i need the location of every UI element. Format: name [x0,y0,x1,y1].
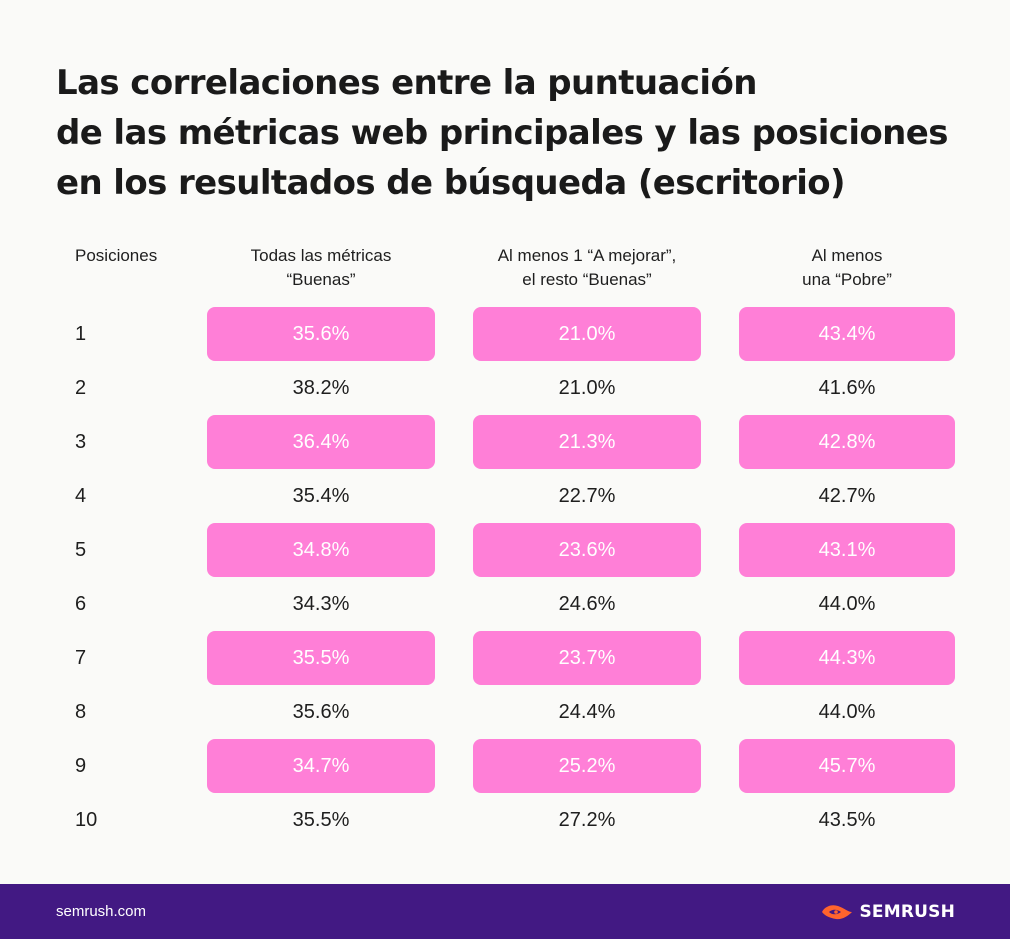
position-label: 9 [75,755,87,777]
value-cell: 24.4% [558,701,616,723]
column-header-positions: Posiciones [75,244,157,268]
value-cell: 34.8% [207,523,435,577]
value-cell: 34.3% [292,593,350,615]
column-header-needs-improvement: Al menos 1 “A mejorar”, el resto “Buenas… [473,244,701,292]
value-cell: 25.2% [473,739,701,793]
column-header-all-good: Todas las métricas “Buenas” [207,244,435,292]
column-header-needs-improvement-line-2: el resto “Buenas” [522,270,652,289]
value-cell: 35.5% [292,809,350,831]
semrush-logo: SEMRUSH [821,884,955,939]
chart-title-line-2: de las métricas web principales y las po… [56,113,948,153]
chart-title: Las correlaciones entre la puntuación de… [56,58,976,208]
position-label: 8 [75,701,87,723]
value-cell: 42.8% [739,415,955,469]
column-header-poor-line-2: una “Pobre” [802,270,892,289]
value-cell: 43.1% [739,523,955,577]
value-cell: 34.7% [207,739,435,793]
position-label: 10 [75,809,98,831]
value-cell: 38.2% [292,377,350,399]
value-cell: 23.7% [473,631,701,685]
footer-url[interactable]: semrush.com [56,903,147,920]
column-header-all-good-line-2: “Buenas” [286,270,356,289]
value-cell: 24.6% [558,593,616,615]
value-cell: 36.4% [207,415,435,469]
correlation-table: Posiciones Todas las métricas “Buenas” A… [75,244,955,831]
value-cell: 35.6% [292,701,350,723]
semrush-flame-icon [822,904,853,919]
value-cell: 21.0% [473,307,701,361]
value-cell: 43.5% [818,809,876,831]
position-label: 2 [75,377,87,399]
value-cell: 35.4% [292,485,350,507]
column-header-poor-line-1: Al menos [811,246,883,265]
brand-name: SEMRUSH [859,901,955,922]
value-cell: 45.7% [739,739,955,793]
value-cell: 41.6% [818,377,876,399]
position-label: 3 [75,431,87,453]
chart-title-line-1: Las correlaciones entre la puntuación [56,63,757,103]
value-cell: 44.3% [739,631,955,685]
value-cell: 22.7% [558,485,616,507]
chart-title-line-3: en los resultados de búsqueda (escritori… [56,163,846,203]
column-header-all-good-line-1: Todas las métricas [250,246,392,265]
position-label: 4 [75,485,87,507]
value-cell: 21.3% [473,415,701,469]
value-cell: 21.0% [558,377,616,399]
value-cell: 43.4% [739,307,955,361]
footer-bar: semrush.com SEMRUSH [0,884,1010,939]
value-cell: 35.5% [207,631,435,685]
column-header-needs-improvement-line-1: Al menos 1 “A mejorar”, [497,246,677,265]
value-cell: 23.6% [473,523,701,577]
position-label: 7 [75,647,87,669]
value-cell: 35.6% [207,307,435,361]
position-label: 5 [75,539,87,561]
value-cell: 27.2% [558,809,616,831]
column-header-poor: Al menos una “Pobre” [739,244,955,292]
position-label: 1 [75,323,87,345]
value-cell: 42.7% [818,485,876,507]
position-label: 6 [75,593,87,615]
value-cell: 44.0% [818,593,876,615]
column-header-positions-label: Posiciones [75,246,158,265]
value-cell: 44.0% [818,701,876,723]
